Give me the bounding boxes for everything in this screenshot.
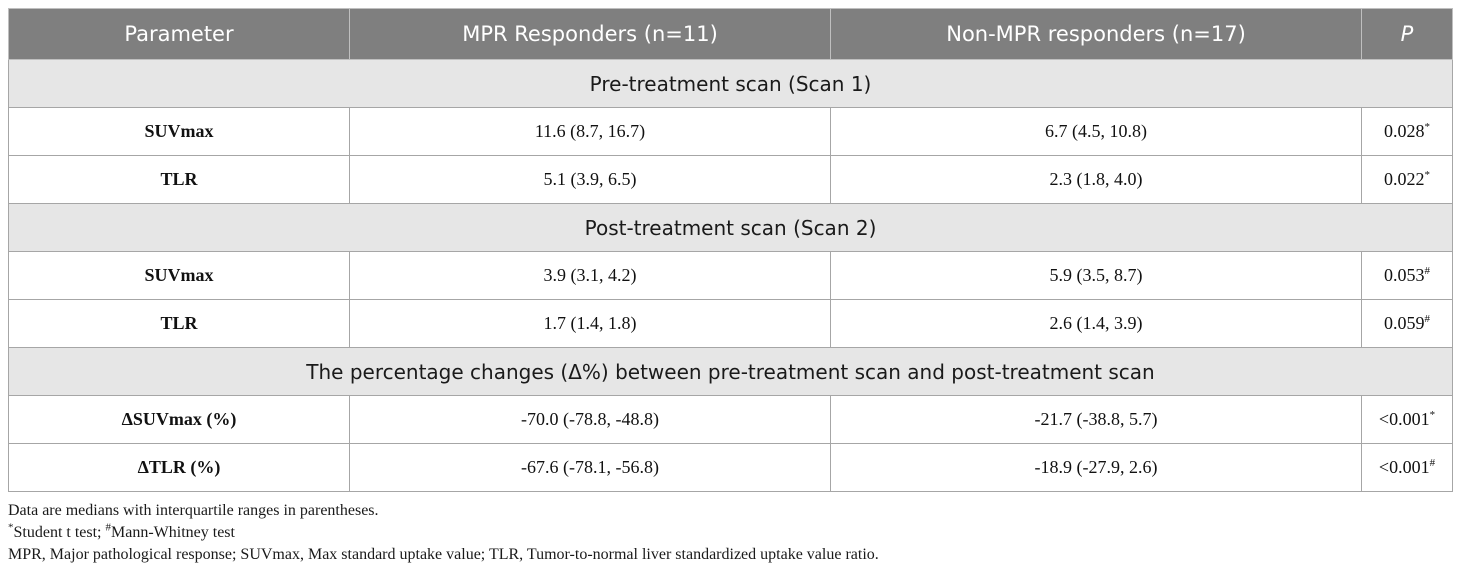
table-row: ΔTLR (%) -67.6 (-78.1, -56.8) -18.9 (-27…	[8, 443, 1453, 492]
non-mpr-cell: -18.9 (-27.9, 2.6)	[830, 443, 1362, 492]
p-cell: 0.059#	[1361, 299, 1453, 348]
non-mpr-cell: 2.3 (1.8, 4.0)	[830, 155, 1362, 204]
footnote-mark-asterisk: *	[8, 521, 14, 534]
footnote-tests: *Student t test; #Mann-Whitney test	[8, 522, 1452, 544]
param-cell: ΔSUVmax (%)	[8, 395, 350, 444]
p-value: 0.053	[1384, 265, 1425, 285]
footnote-student-t: Student t test;	[13, 524, 106, 541]
param-cell: TLR	[8, 155, 350, 204]
mpr-cell: 3.9 (3.1, 4.2)	[349, 251, 831, 300]
section-title: Pre-treatment scan (Scan 1)	[8, 59, 1453, 108]
table-row: SUVmax 3.9 (3.1, 4.2) 5.9 (3.5, 8.7) 0.0…	[8, 251, 1453, 300]
mpr-cell: 1.7 (1.4, 1.8)	[349, 299, 831, 348]
footnote-abbreviations: MPR, Major pathological response; SUVmax…	[8, 546, 879, 563]
p-value: <0.001	[1378, 457, 1430, 477]
p-cell: 0.022*	[1361, 155, 1453, 204]
param-cell: TLR	[8, 299, 350, 348]
table-row: TLR 1.7 (1.4, 1.8) 2.6 (1.4, 3.9) 0.059#	[8, 299, 1453, 348]
header-row: Parameter MPR Responders (n=11) Non-MPR …	[8, 8, 1453, 60]
p-mark: #	[1424, 265, 1431, 277]
p-value: 0.059	[1384, 313, 1425, 333]
non-mpr-cell: 5.9 (3.5, 8.7)	[830, 251, 1362, 300]
p-value: 0.022	[1384, 169, 1425, 189]
mpr-cell: -67.6 (-78.1, -56.8)	[349, 443, 831, 492]
p-mark: #	[1429, 457, 1436, 469]
header-non-mpr: Non-MPR responders (n=17)	[830, 8, 1362, 60]
non-mpr-cell: 2.6 (1.4, 3.9)	[830, 299, 1362, 348]
section-title: The percentage changes (Δ%) between pre-…	[8, 347, 1453, 396]
p-cell: <0.001*	[1361, 395, 1453, 444]
header-mpr: MPR Responders (n=11)	[349, 8, 831, 60]
p-cell: 0.028*	[1361, 107, 1453, 156]
p-mark: *	[1424, 121, 1431, 133]
p-value: <0.001	[1378, 409, 1430, 429]
header-p: P	[1361, 8, 1453, 60]
footnote-mann-whitney: Mann-Whitney test	[111, 524, 235, 541]
mpr-cell: 5.1 (3.9, 6.5)	[349, 155, 831, 204]
table-row: ΔSUVmax (%) -70.0 (-78.8, -48.8) -21.7 (…	[8, 395, 1453, 444]
p-value: 0.028	[1384, 121, 1425, 141]
p-cell: 0.053#	[1361, 251, 1453, 300]
table-container: Parameter MPR Responders (n=11) Non-MPR …	[8, 8, 1453, 566]
table-row: TLR 5.1 (3.9, 6.5) 2.3 (1.8, 4.0) 0.022*	[8, 155, 1453, 204]
section-row: The percentage changes (Δ%) between pre-…	[8, 347, 1453, 396]
section-row: Post-treatment scan (Scan 2)	[8, 203, 1453, 252]
header-parameter: Parameter	[8, 8, 350, 60]
p-mark: *	[1424, 169, 1431, 181]
table-row: SUVmax 11.6 (8.7, 16.7) 6.7 (4.5, 10.8) …	[8, 107, 1453, 156]
results-table: Parameter MPR Responders (n=11) Non-MPR …	[8, 8, 1453, 492]
section-row: Pre-treatment scan (Scan 1)	[8, 59, 1453, 108]
p-cell: <0.001#	[1361, 443, 1453, 492]
footnote-mark-hash: #	[105, 521, 112, 534]
p-mark: *	[1429, 409, 1436, 421]
footnote-data-description: Data are medians with interquartile rang…	[8, 502, 379, 519]
param-cell: SUVmax	[8, 107, 350, 156]
param-cell: ΔTLR (%)	[8, 443, 350, 492]
section-title: Post-treatment scan (Scan 2)	[8, 203, 1453, 252]
table-footnotes: Data are medians with interquartile rang…	[8, 500, 1452, 566]
non-mpr-cell: 6.7 (4.5, 10.8)	[830, 107, 1362, 156]
mpr-cell: -70.0 (-78.8, -48.8)	[349, 395, 831, 444]
param-cell: SUVmax	[8, 251, 350, 300]
p-mark: #	[1424, 313, 1431, 325]
non-mpr-cell: -21.7 (-38.8, 5.7)	[830, 395, 1362, 444]
mpr-cell: 11.6 (8.7, 16.7)	[349, 107, 831, 156]
